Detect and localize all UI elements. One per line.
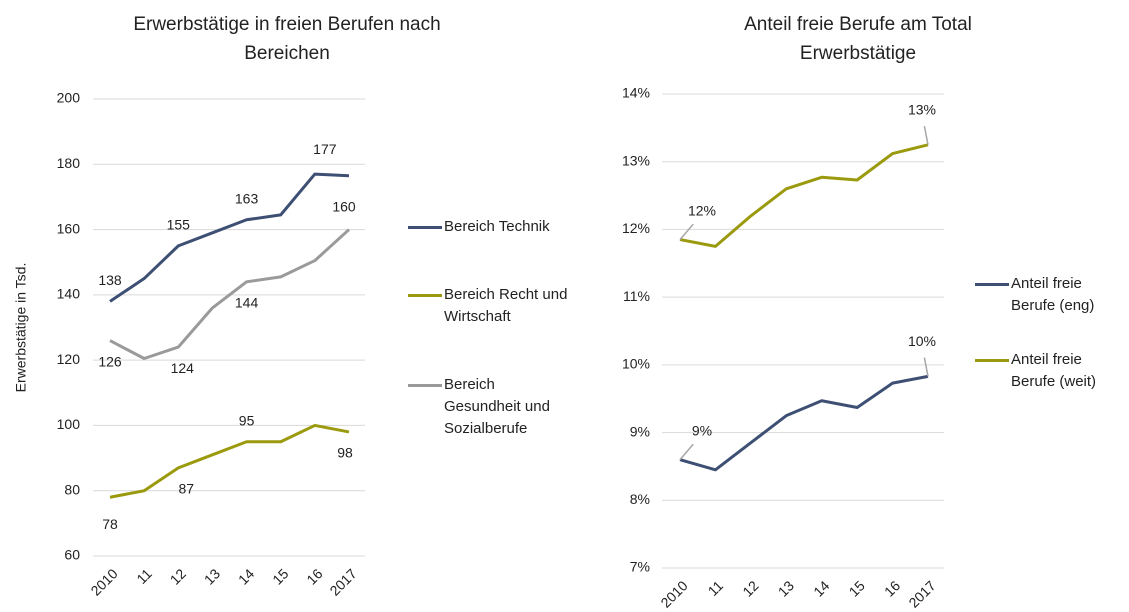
y-tick-label: 180 [57,155,81,171]
data-label: 95 [239,412,255,428]
y-tick-label: 140 [57,286,81,302]
line [109,228,351,361]
data-label: 163 [235,190,259,206]
y-tick-label: 9% [630,423,650,439]
data-label: 98 [337,445,353,461]
x-tick-label: 11 [133,565,155,587]
line [679,143,929,248]
x-tick-label: 12 [739,577,761,599]
x-tick-label: 15 [269,565,291,587]
leader-line [679,223,694,241]
leader-line [679,443,694,461]
x-tick-label: 2017 [326,565,359,598]
leader-line [923,357,929,377]
y-axis-label: Erwerbstätige in Tsd. [13,263,29,393]
x-tick-label: 16 [881,577,903,599]
y-tick-label: 10% [622,356,650,372]
legend-swatch [975,359,1009,362]
x-tick-label: 2010 [657,577,690,610]
data-label: 10% [908,333,936,349]
legend-item: Bereich Technik [408,216,568,238]
x-tick-label: 12 [167,565,189,587]
data-label: 12% [688,202,716,218]
legend-swatch [408,384,442,387]
legend-item: Bereich Gesundheit und Sozialberufe [408,374,568,440]
y-tick-label: 200 [57,90,81,106]
legend-label: Anteil freie Berufe (eng) [1011,275,1095,314]
line [679,374,929,472]
data-label: 177 [313,141,337,157]
data-label: 138 [98,272,122,288]
data-label: 124 [171,360,195,376]
legend-label: Bereich Recht und Wirtschaft [444,286,568,325]
y-tick-label: 12% [622,220,650,236]
y-tick-label: 60 [64,547,80,563]
data-label: 78 [102,516,118,532]
legend-item: Anteil freie Berufe (weit) [975,349,1125,393]
legend-item: Anteil freie Berufe (eng) [975,273,1125,317]
legend-swatch [408,226,442,229]
chart-title: Erwerbstätige in freien Berufen nach Ber… [133,14,441,64]
x-tick-label: 11 [705,577,727,599]
legend-label: Bereich Technik [444,218,550,235]
x-tick-label: 13 [201,565,223,587]
data-label: 13% [908,101,936,117]
legend-item: Bereich Recht und Wirtschaft [408,284,568,328]
x-tick-label: 2010 [87,565,120,598]
y-tick-label: 80 [64,481,80,497]
legend: Bereich Technik Bereich Recht und Wirtsch… [408,216,568,440]
chart-title: Anteil freie Berufe am Total Erwerbstäti… [744,14,972,64]
x-tick-label: 14 [235,565,257,587]
leader-line [923,125,929,145]
legend-label: Anteil freie Berufe (weit) [1011,351,1097,390]
x-tick-label: 16 [303,565,325,587]
x-tick-label: 15 [846,577,868,599]
y-tick-label: 8% [630,491,650,507]
y-tick-label: 120 [57,351,81,367]
data-label: 144 [235,295,259,311]
data-label: 155 [167,217,191,233]
legend-swatch [408,294,442,297]
legend-label: Bereich Gesundheit und Sozialberufe [444,376,550,437]
y-tick-label: 14% [622,85,650,101]
x-tick-label: 14 [810,577,832,599]
y-tick-label: 13% [622,152,650,168]
data-label: 87 [178,481,194,497]
legend-swatch [975,283,1009,286]
y-tick-label: 100 [57,416,81,432]
data-label: 160 [332,198,356,214]
x-tick-label: 2017 [905,577,938,610]
x-tick-label: 13 [775,577,797,599]
legend: Anteil freie Berufe (eng) Anteil freie Be… [975,273,1125,393]
line [109,172,350,303]
y-tick-label: 7% [630,559,650,575]
data-label: 9% [692,422,712,438]
data-label: 126 [98,353,122,369]
y-tick-label: 160 [57,220,81,236]
line [109,423,350,499]
y-tick-label: 11% [623,288,650,304]
